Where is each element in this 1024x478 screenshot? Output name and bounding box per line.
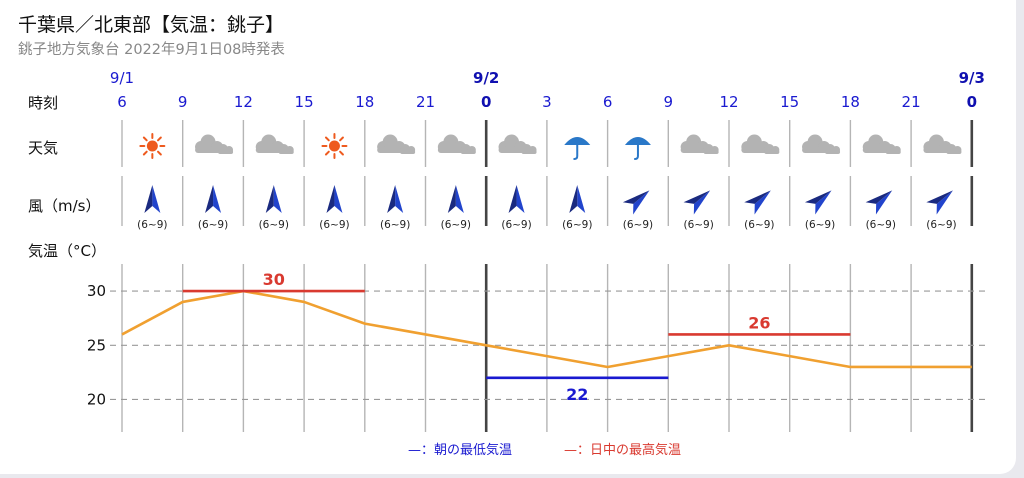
sun-icon xyxy=(139,133,166,159)
y-tick-label: 30 xyxy=(87,282,106,300)
hour-tick: 18 xyxy=(841,93,860,111)
umbrella-icon xyxy=(624,137,651,160)
time-ticks: 6 9 12 15 18 21 0 3 6 9 12 15 18 21 0 9/1 9/2 9/3 xyxy=(110,69,985,111)
wind-arrow-icon xyxy=(683,190,711,215)
hour-tick: 0 xyxy=(967,93,977,111)
hour-tick: 3 xyxy=(542,93,552,111)
max-temp-bar-label: 30 xyxy=(263,270,285,289)
cloud-icon xyxy=(741,134,780,154)
min-temp-bar-label: 22 xyxy=(566,385,588,404)
cloud-icon xyxy=(255,134,294,154)
cloud-icon xyxy=(437,134,476,154)
wind-arrow-icon xyxy=(926,190,953,215)
max-temp-bar-label: 26 xyxy=(748,313,770,332)
wind-range-label: (6~9) xyxy=(198,219,228,231)
wind-arrow-icon xyxy=(744,190,771,215)
wind-arrow-icon xyxy=(205,185,222,213)
temperature-line xyxy=(121,289,972,369)
umbrella-icon xyxy=(564,137,591,160)
hour-tick: 9 xyxy=(178,93,188,111)
wind-range-label: (6~9) xyxy=(380,219,410,231)
hour-tick: 12 xyxy=(234,93,253,111)
hour-tick: 6 xyxy=(603,93,613,111)
issued-subtitle: 銚子地方気象台 2022年9月1日08時発表 xyxy=(18,42,285,58)
row-label-time: 時刻 xyxy=(28,94,58,112)
wind-range-label: (6~9) xyxy=(926,219,956,231)
wind-range-label: (6~9) xyxy=(683,219,713,231)
wind-range-label: (6~9) xyxy=(441,219,471,231)
wind-range-label: (6~9) xyxy=(562,219,592,231)
wind-range-label: (6~9) xyxy=(866,219,896,231)
wind-arrow-icon xyxy=(447,185,464,213)
hour-tick: 6 xyxy=(117,93,127,111)
wind-row: (6~9) (6~9) (6~9) (6~9) (6~9) (6~9) (6~9) (6~9)… xyxy=(137,185,957,231)
hour-tick: 21 xyxy=(902,93,921,111)
cloud-icon xyxy=(377,134,416,154)
cloud-icon xyxy=(498,134,537,154)
wind-arrow-icon xyxy=(326,185,343,213)
wind-arrow-icon xyxy=(508,185,525,213)
temperature-plot: 30 26 22 xyxy=(121,270,972,404)
legend-item: —：日中の最高気温 xyxy=(564,442,681,458)
wind-arrow-icon xyxy=(569,185,586,213)
cloud-icon xyxy=(680,134,719,154)
y-tick-label: 25 xyxy=(87,336,106,354)
row-label-temp: 気温（°C） xyxy=(28,242,106,260)
hour-tick: 9 xyxy=(664,93,674,111)
date-tick: 9/1 xyxy=(110,69,134,87)
cloud-icon xyxy=(802,134,841,154)
wind-range-label: (6~9) xyxy=(805,219,835,231)
hour-tick: 18 xyxy=(355,93,374,111)
hour-tick: 0 xyxy=(481,93,491,111)
wind-arrow-icon xyxy=(144,185,161,213)
date-tick: 9/2 xyxy=(473,69,499,87)
wind-range-label: (6~9) xyxy=(744,219,774,231)
cloud-icon xyxy=(195,134,234,154)
wind-range-label: (6~9) xyxy=(259,219,289,231)
row-label-wind: 風（m/s） xyxy=(28,197,100,215)
sun-icon xyxy=(321,133,348,159)
hour-tick: 15 xyxy=(780,93,799,111)
wind-arrow-icon xyxy=(804,190,832,215)
row-label-weather: 天気 xyxy=(28,139,58,157)
wind-arrow-icon xyxy=(387,185,404,213)
hour-tick: 12 xyxy=(719,93,738,111)
cloud-icon xyxy=(923,134,962,154)
wind-arrow-icon xyxy=(865,190,893,215)
grid-layer: 20 25 30 xyxy=(87,120,985,432)
date-tick: 9/3 xyxy=(959,69,985,87)
y-tick-label: 20 xyxy=(87,390,106,408)
cloud-icon xyxy=(862,134,901,154)
wind-range-label: (6~9) xyxy=(137,219,167,231)
legend-item: —：朝の最低気温 xyxy=(408,442,512,458)
page-title: 千葉県／北東部【気温：銚子】 xyxy=(18,14,285,36)
wind-arrow-icon xyxy=(265,185,282,213)
wind-range-label: (6~9) xyxy=(501,219,531,231)
wind-range-label: (6~9) xyxy=(623,219,653,231)
weather-row xyxy=(139,133,962,160)
legend: —：朝の最低気温 —：日中の最高気温 xyxy=(408,442,681,458)
hour-tick: 21 xyxy=(416,93,435,111)
hour-tick: 15 xyxy=(295,93,314,111)
wind-arrow-icon xyxy=(622,190,650,215)
wind-range-label: (6~9) xyxy=(319,219,349,231)
